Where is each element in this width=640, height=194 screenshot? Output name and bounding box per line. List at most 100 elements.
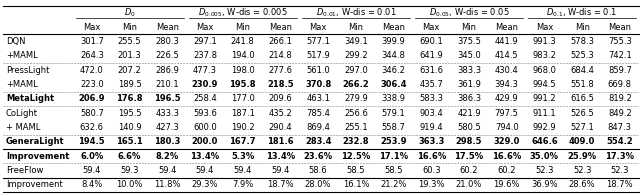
Text: 194.5: 194.5 [79, 137, 105, 146]
Text: 59.4: 59.4 [271, 166, 290, 175]
Text: 207.2: 207.2 [118, 66, 141, 75]
Text: 370.8: 370.8 [305, 80, 332, 89]
Text: 60.2: 60.2 [497, 166, 516, 175]
Text: Min: Min [122, 23, 137, 32]
Text: Max: Max [310, 23, 327, 32]
Text: 187.1: 187.1 [231, 109, 255, 118]
Text: 17.5%: 17.5% [454, 152, 484, 161]
Text: 18.7%: 18.7% [607, 180, 633, 189]
Text: 196.5: 196.5 [154, 94, 180, 103]
Text: 383.3: 383.3 [457, 66, 481, 75]
Text: 301.7: 301.7 [80, 37, 104, 46]
Text: 140.9: 140.9 [118, 123, 141, 132]
Text: 819.2: 819.2 [608, 94, 632, 103]
Text: Min: Min [348, 23, 364, 32]
Text: 190.2: 190.2 [231, 123, 255, 132]
Text: Max: Max [536, 23, 553, 32]
Text: 12.5%: 12.5% [341, 152, 371, 161]
Text: 558.7: 558.7 [381, 123, 406, 132]
Text: Max: Max [83, 23, 100, 32]
Text: 52.3: 52.3 [535, 166, 554, 175]
Text: 189.5: 189.5 [118, 80, 141, 89]
Text: 690.1: 690.1 [419, 37, 443, 46]
Text: 349.1: 349.1 [344, 37, 368, 46]
Text: 794.0: 794.0 [495, 123, 518, 132]
Text: 210.1: 210.1 [156, 80, 179, 89]
Text: Max: Max [196, 23, 214, 32]
Text: 847.3: 847.3 [608, 123, 632, 132]
Text: 472.0: 472.0 [80, 66, 104, 75]
Text: 755.3: 755.3 [608, 37, 632, 46]
Text: 399.9: 399.9 [381, 37, 405, 46]
Text: MetaLight: MetaLight [6, 94, 54, 103]
Text: 200.0: 200.0 [192, 137, 218, 146]
Text: +MAML: +MAML [6, 51, 38, 61]
Text: 59.3: 59.3 [120, 166, 139, 175]
Text: 25.9%: 25.9% [568, 152, 596, 161]
Text: Mean: Mean [156, 23, 179, 32]
Text: 414.5: 414.5 [495, 51, 518, 61]
Text: +MAML: +MAML [6, 80, 38, 89]
Text: 226.5: 226.5 [156, 51, 179, 61]
Text: 18.7%: 18.7% [267, 180, 294, 189]
Text: 632.6: 632.6 [80, 123, 104, 132]
Text: 181.6: 181.6 [267, 137, 294, 146]
Text: 201.3: 201.3 [118, 51, 141, 61]
Text: 241.8: 241.8 [231, 37, 255, 46]
Text: 441.9: 441.9 [495, 37, 518, 46]
Text: 195.5: 195.5 [118, 109, 141, 118]
Text: 463.1: 463.1 [306, 94, 330, 103]
Text: $D_{0.1}$, W-dis = 0.1: $D_{0.1}$, W-dis = 0.1 [547, 7, 618, 19]
Text: 344.8: 344.8 [381, 51, 406, 61]
Text: 167.7: 167.7 [230, 137, 256, 146]
Text: 59.4: 59.4 [234, 166, 252, 175]
Text: 299.2: 299.2 [344, 51, 367, 61]
Text: Min: Min [235, 23, 250, 32]
Text: 256.6: 256.6 [344, 109, 368, 118]
Text: Improvement: Improvement [6, 180, 63, 189]
Text: 669.8: 669.8 [608, 80, 632, 89]
Text: 346.2: 346.2 [381, 66, 406, 75]
Text: 264.3: 264.3 [80, 51, 104, 61]
Text: 165.1: 165.1 [116, 137, 143, 146]
Text: 797.5: 797.5 [495, 109, 518, 118]
Text: 280.3: 280.3 [156, 37, 179, 46]
Text: Min: Min [461, 23, 477, 32]
Text: 209.6: 209.6 [269, 94, 292, 103]
Text: FreeFlow: FreeFlow [6, 166, 44, 175]
Text: 16.6%: 16.6% [492, 152, 522, 161]
Text: 297.1: 297.1 [193, 37, 217, 46]
Text: 17.1%: 17.1% [379, 152, 408, 161]
Text: 742.1: 742.1 [608, 51, 632, 61]
Text: 21.2%: 21.2% [380, 180, 407, 189]
Text: $D_{0.005}$, W-dis = 0.005: $D_{0.005}$, W-dis = 0.005 [198, 7, 287, 19]
Text: 28.6%: 28.6% [569, 180, 595, 189]
Text: 968.0: 968.0 [532, 66, 556, 75]
Text: 266.1: 266.1 [268, 37, 292, 46]
Text: Mean: Mean [495, 23, 518, 32]
Text: 551.8: 551.8 [570, 80, 594, 89]
Text: 177.0: 177.0 [231, 94, 255, 103]
Text: $D_0$: $D_0$ [124, 7, 136, 19]
Text: 28.0%: 28.0% [305, 180, 332, 189]
Text: 429.9: 429.9 [495, 94, 518, 103]
Text: GeneraLight: GeneraLight [6, 137, 65, 146]
Text: 8.2%: 8.2% [156, 152, 179, 161]
Text: 361.9: 361.9 [457, 80, 481, 89]
Text: 631.6: 631.6 [419, 66, 444, 75]
Text: 859.7: 859.7 [608, 66, 632, 75]
Text: 13.4%: 13.4% [191, 152, 220, 161]
Text: 578.3: 578.3 [570, 37, 594, 46]
Text: PressLight: PressLight [6, 66, 49, 75]
Text: 992.9: 992.9 [532, 123, 556, 132]
Text: 580.7: 580.7 [80, 109, 104, 118]
Text: 580.5: 580.5 [457, 123, 481, 132]
Text: 214.8: 214.8 [269, 51, 292, 61]
Text: 785.4: 785.4 [306, 109, 330, 118]
Text: 435.2: 435.2 [269, 109, 292, 118]
Text: DQN: DQN [6, 37, 26, 46]
Text: 911.1: 911.1 [532, 109, 556, 118]
Text: 338.9: 338.9 [381, 94, 406, 103]
Text: CoLight: CoLight [6, 109, 38, 118]
Text: 306.4: 306.4 [380, 80, 407, 89]
